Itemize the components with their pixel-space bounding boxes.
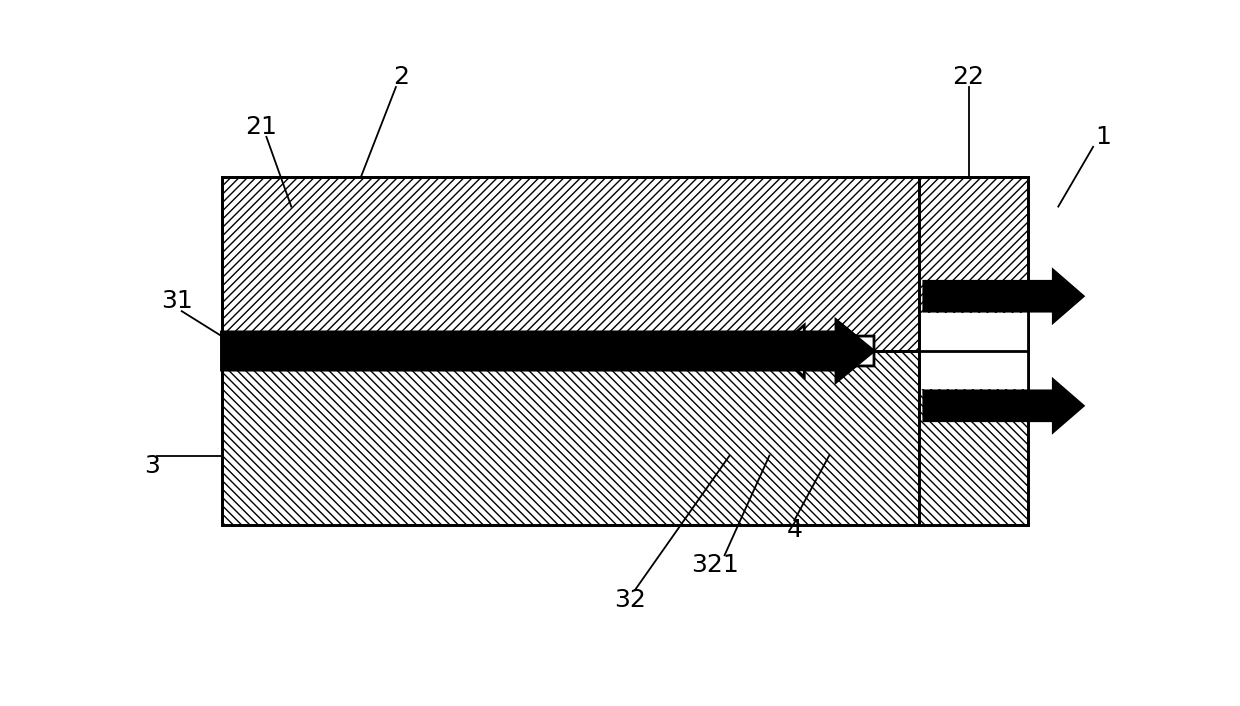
FancyArrow shape bbox=[775, 325, 874, 377]
Text: 22: 22 bbox=[952, 65, 985, 89]
Text: 32: 32 bbox=[614, 588, 646, 612]
Bar bbox=[919, 176, 1028, 525]
Text: 1: 1 bbox=[1095, 125, 1111, 149]
Text: 3: 3 bbox=[144, 453, 160, 477]
Text: 2: 2 bbox=[393, 65, 409, 89]
Bar bbox=[222, 332, 836, 370]
FancyArrow shape bbox=[222, 320, 874, 382]
Bar bbox=[222, 176, 919, 351]
Bar bbox=[919, 351, 1028, 525]
Text: 321: 321 bbox=[691, 554, 739, 578]
Bar bbox=[919, 176, 1028, 351]
Text: 4: 4 bbox=[786, 518, 802, 542]
Bar bbox=[222, 176, 919, 525]
Text: 21: 21 bbox=[246, 115, 278, 139]
Bar bbox=[222, 351, 919, 525]
FancyArrow shape bbox=[924, 380, 1084, 431]
Text: 31: 31 bbox=[161, 289, 192, 313]
Bar bbox=[919, 313, 1028, 389]
FancyArrow shape bbox=[924, 270, 1084, 322]
FancyArrow shape bbox=[222, 320, 874, 382]
